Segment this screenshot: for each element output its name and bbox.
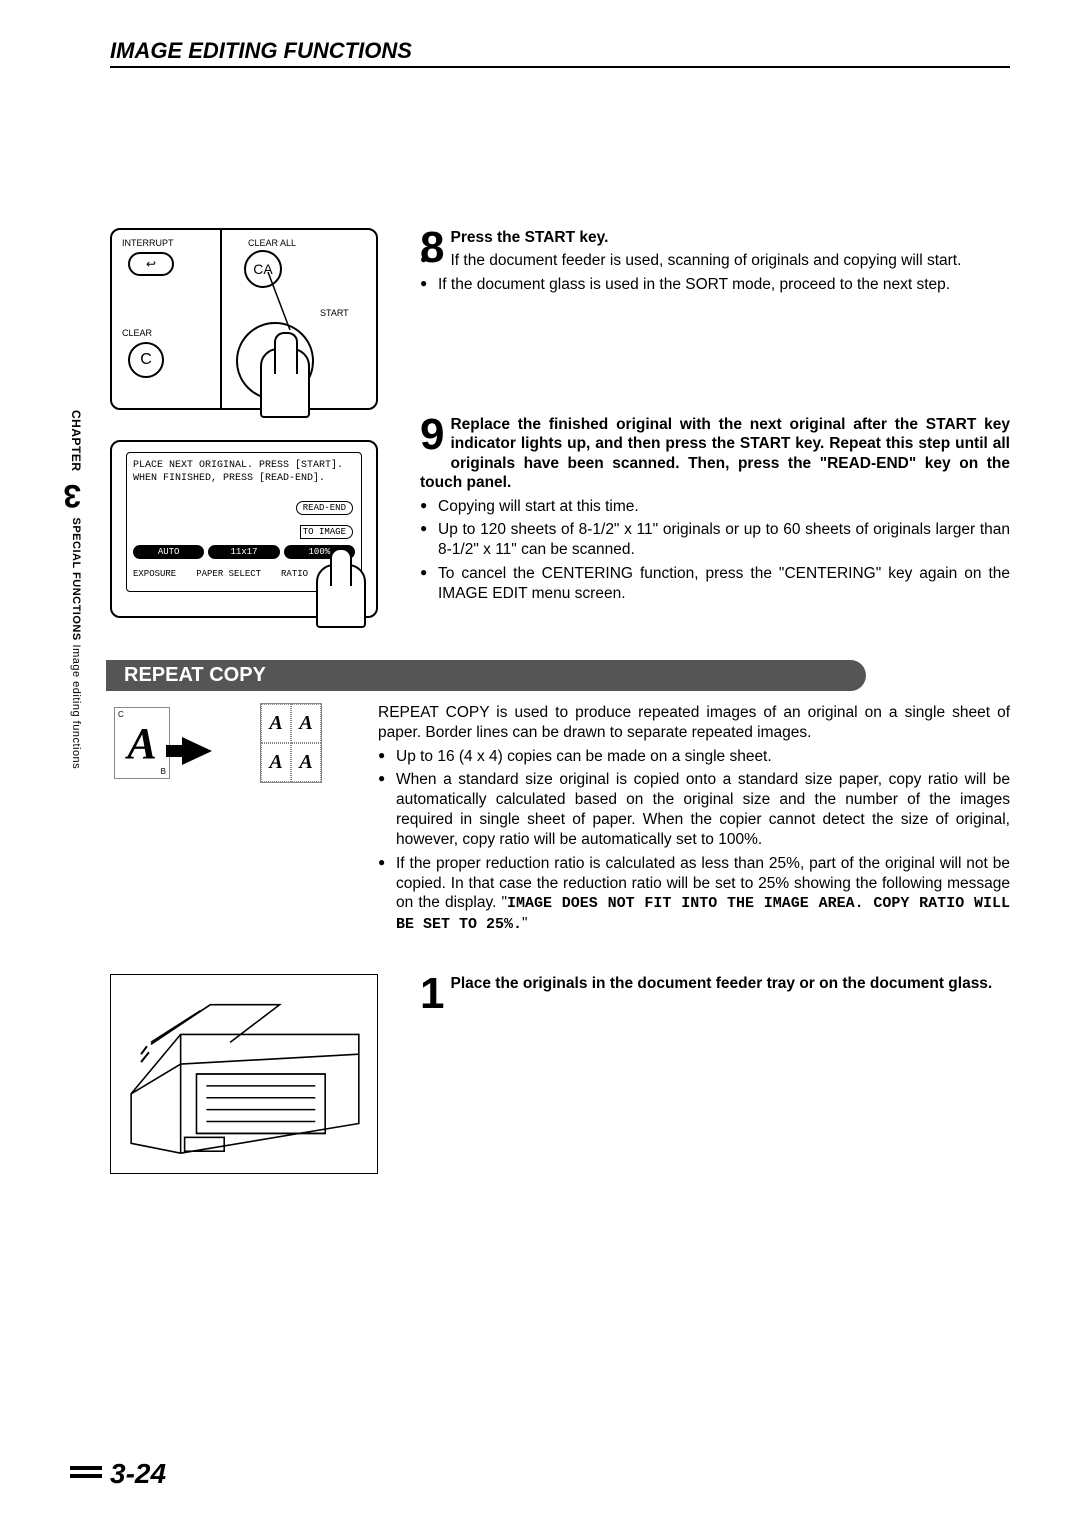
sidebar-subsection: Image editing functions <box>70 645 82 770</box>
read-end-button: READ-END <box>296 501 353 515</box>
corner-b: B <box>161 767 166 776</box>
step9-heading: Replace the finished original with the n… <box>420 415 1010 493</box>
clear-button: C <box>128 342 164 378</box>
clear-all-label: CLEAR ALL <box>248 238 296 248</box>
pointer-line <box>262 266 322 330</box>
printer-illustration <box>110 974 378 1174</box>
step8-bullet: If the document glass is used in the SOR… <box>420 275 1010 295</box>
start-label: START <box>320 308 349 318</box>
repeat-copy-illustration: C A B A A A A <box>110 703 350 803</box>
control-panel-illustration: INTERRUPT ↩ CLEAR C CLEAR ALL CA START <box>110 228 378 410</box>
repeat-bullet: Up to 16 (4 x 4) copies can be made on a… <box>378 747 1010 767</box>
step-number-1: 1 <box>420 974 444 1014</box>
step-number-9: 9 <box>420 415 444 455</box>
step9-bullet: To cancel the CENTERING function, press … <box>420 564 1010 604</box>
finger-icon <box>260 348 310 418</box>
step9-bullet: Copying will start at this time. <box>420 497 1010 517</box>
chapter-number: 3 <box>63 481 81 513</box>
lcd-illustration: PLACE NEXT ORIGINAL. PRESS [START]. WHEN… <box>110 440 378 618</box>
arrow-icon <box>182 737 212 765</box>
lcd-message: PLACE NEXT ORIGINAL. PRESS [START]. WHEN… <box>127 453 361 487</box>
clear-label: CLEAR <box>122 328 152 338</box>
finger-icon <box>316 564 366 628</box>
chapter-label: CHAPTER <box>69 410 83 472</box>
sidebar-chapter: CHAPTER 3 SPECIAL FUNCTIONS Image editin… <box>60 410 92 769</box>
auto-button: AUTO <box>133 545 204 559</box>
step1-heading: Place the originals in the document feed… <box>420 974 1010 993</box>
glyph-a: A <box>127 718 156 769</box>
corner-c: C <box>118 710 124 719</box>
to-image-button: TO IMAGE <box>300 525 353 539</box>
ratio-label: RATIO <box>281 569 308 579</box>
repeat-bullet: If the proper reduction ratio is calcula… <box>378 854 1010 934</box>
repeat-copy-heading: REPEAT COPY <box>106 660 866 691</box>
paper-select-label: PAPER SELECT <box>196 569 261 579</box>
page-number: 3-24 <box>110 1458 166 1490</box>
repeat-copy-description: REPEAT COPY is used to produce repeated … <box>378 703 1010 938</box>
step8-heading: Press the START key. <box>420 228 1010 247</box>
step8-bullet: If the document feeder is used, scanning… <box>420 251 1010 271</box>
exposure-label: EXPOSURE <box>133 569 176 579</box>
paper-size-button: 11x17 <box>208 545 279 559</box>
result-grid: A A A A <box>260 703 322 783</box>
interrupt-label: INTERRUPT <box>122 238 174 248</box>
step9-bullet: Up to 120 sheets of 8-1/2" x 11" origina… <box>420 520 1010 560</box>
interrupt-button: ↩ <box>128 252 174 276</box>
sidebar-section: SPECIAL FUNCTIONS <box>70 518 82 641</box>
repeat-bullet: When a standard size original is copied … <box>378 770 1010 849</box>
page-title: IMAGE EDITING FUNCTIONS <box>110 38 1010 68</box>
